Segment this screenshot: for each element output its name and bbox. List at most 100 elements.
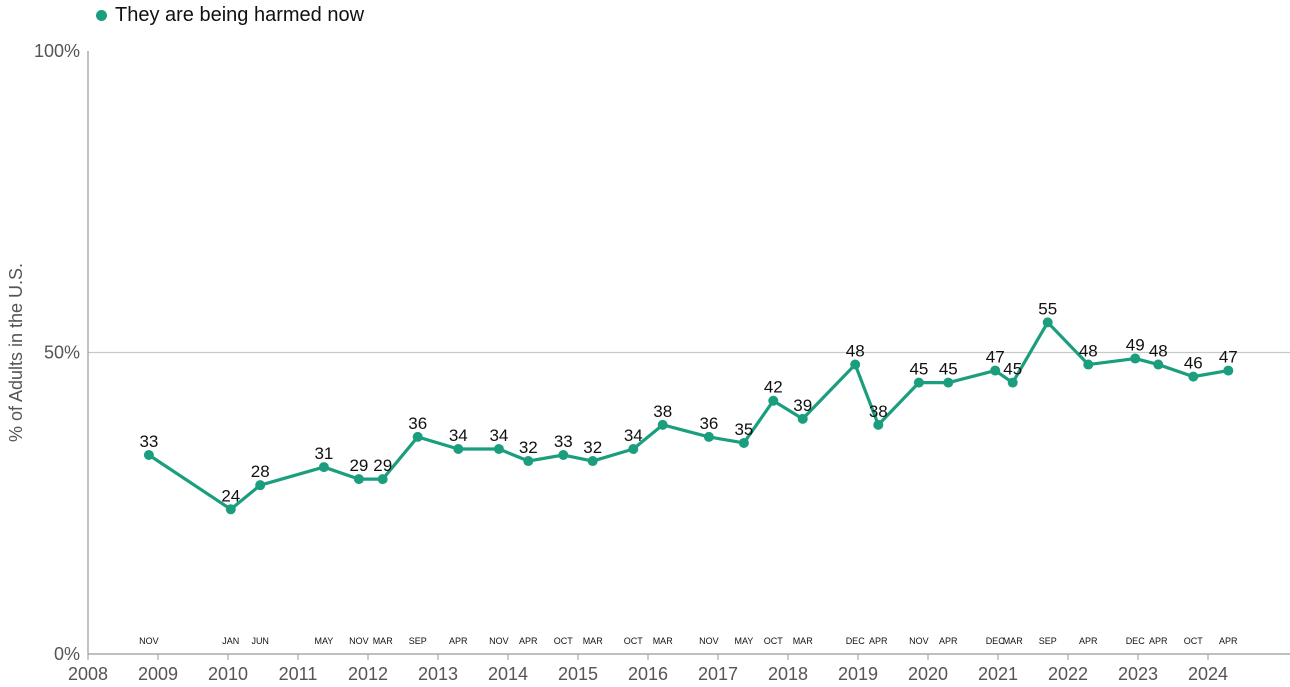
data-label: 38 — [869, 402, 888, 421]
x-tick-label: 2024 — [1188, 664, 1228, 684]
data-label: 31 — [314, 444, 333, 463]
month-label: APR — [1079, 636, 1098, 646]
month-label: MAR — [653, 636, 674, 646]
data-label: 34 — [624, 426, 643, 445]
data-point — [797, 413, 808, 424]
data-point — [1153, 359, 1164, 370]
data-point — [1130, 353, 1141, 364]
month-label: NOV — [909, 636, 929, 646]
data-point — [873, 419, 884, 430]
month-label: NOV — [349, 636, 369, 646]
data-label: 42 — [764, 378, 783, 397]
y-tick-label: 0% — [54, 644, 80, 664]
month-label: MAY — [314, 636, 333, 646]
month-label: DEC — [846, 636, 866, 646]
data-point — [628, 443, 639, 454]
month-label: NOV — [699, 636, 719, 646]
data-point — [558, 450, 569, 461]
data-label: 24 — [221, 486, 240, 505]
data-label: 33 — [554, 432, 573, 451]
data-label: 28 — [251, 462, 270, 481]
data-point — [1042, 317, 1053, 328]
legend-label: They are being harmed now — [115, 4, 365, 26]
data-point — [587, 456, 598, 467]
data-point — [1007, 377, 1018, 388]
data-label: 32 — [583, 438, 602, 457]
data-label: 38 — [653, 402, 672, 421]
data-point — [353, 474, 364, 485]
y-tick-label: 100% — [34, 41, 80, 61]
data-label: 45 — [939, 360, 958, 379]
data-point — [738, 437, 749, 448]
x-tick-label: 2013 — [418, 664, 458, 684]
month-label: NOV — [139, 636, 159, 646]
month-label: APR — [519, 636, 538, 646]
x-tick-label: 2014 — [488, 664, 528, 684]
data-point — [377, 474, 388, 485]
data-label: 34 — [489, 426, 508, 445]
month-label: MAR — [583, 636, 604, 646]
data-point — [657, 419, 668, 430]
x-tick-label: 2015 — [558, 664, 598, 684]
month-label: MAR — [373, 636, 394, 646]
data-label: 47 — [1219, 348, 1238, 367]
month-label: MAR — [1003, 636, 1024, 646]
data-point — [412, 431, 423, 442]
data-point — [143, 450, 154, 461]
x-tick-label: 2023 — [1118, 664, 1158, 684]
data-label: 39 — [793, 396, 812, 415]
month-label: OCT — [624, 636, 644, 646]
data-label: 48 — [1149, 342, 1168, 361]
data-point — [255, 480, 266, 491]
data-point — [523, 456, 534, 467]
x-tick-label: 2009 — [138, 664, 178, 684]
legend-marker — [96, 10, 107, 21]
data-label: 46 — [1184, 354, 1203, 373]
x-tick-label: 2008 — [68, 664, 108, 684]
month-label: APR — [1219, 636, 1238, 646]
data-point — [768, 395, 779, 406]
data-point — [1223, 365, 1234, 376]
data-point — [913, 377, 924, 388]
month-label: SEP — [1039, 636, 1057, 646]
data-label: 35 — [734, 420, 753, 439]
data-label: 55 — [1038, 299, 1057, 318]
data-label: 34 — [449, 426, 468, 445]
data-point — [453, 443, 464, 454]
data-label: 32 — [519, 438, 538, 457]
x-tick-label: 2021 — [978, 664, 1018, 684]
y-tick-label: 50% — [44, 343, 80, 363]
x-tick-label: 2017 — [698, 664, 738, 684]
data-point — [1083, 359, 1094, 370]
x-tick-label: 2022 — [1048, 664, 1088, 684]
data-label: 29 — [349, 456, 368, 475]
data-label: 33 — [139, 432, 158, 451]
month-label: OCT — [1184, 636, 1204, 646]
data-point — [225, 504, 236, 515]
data-label: 45 — [909, 360, 928, 379]
x-tick-label: 2018 — [768, 664, 808, 684]
data-point — [850, 359, 861, 370]
month-label: OCT — [764, 636, 784, 646]
data-point — [1188, 371, 1199, 382]
data-label: 36 — [699, 414, 718, 433]
month-label: MAR — [793, 636, 814, 646]
month-label: APR — [869, 636, 888, 646]
month-label: DEC — [986, 636, 1006, 646]
month-label: APR — [1149, 636, 1168, 646]
month-label: APR — [939, 636, 958, 646]
data-label: 49 — [1126, 336, 1145, 355]
month-label: MAY — [734, 636, 753, 646]
month-label: JAN — [222, 636, 239, 646]
month-label: JUN — [251, 636, 269, 646]
x-tick-label: 2020 — [908, 664, 948, 684]
data-label: 45 — [1003, 360, 1022, 379]
month-label: APR — [449, 636, 468, 646]
data-label: 48 — [1079, 342, 1098, 361]
x-tick-label: 2011 — [279, 664, 318, 684]
month-label: OCT — [554, 636, 574, 646]
month-label: SEP — [409, 636, 427, 646]
series-line — [147, 320, 1230, 511]
legend: They are being harmed now — [96, 4, 364, 27]
